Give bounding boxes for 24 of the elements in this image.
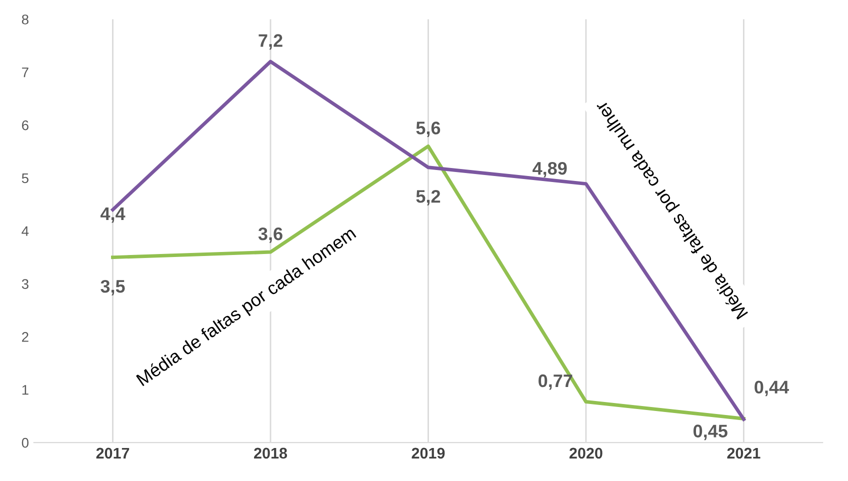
x-tick-label: 2017 <box>96 448 130 459</box>
data-label: 4,89 <box>532 162 567 178</box>
y-tick-label: 2 <box>22 332 28 342</box>
y-tick-label: 1 <box>22 385 28 395</box>
data-label: 0,45 <box>694 424 728 440</box>
data-label: 4,4 <box>100 208 126 223</box>
y-tick-label: 0 <box>22 438 29 448</box>
x-tick-label: 2020 <box>570 448 602 459</box>
data-label: 5,6 <box>416 122 440 138</box>
x-tick-label: 2021 <box>727 448 760 459</box>
data-label: 5,2 <box>416 190 440 206</box>
data-label: 7,2 <box>258 34 282 50</box>
y-tick-label: 6 <box>22 120 28 130</box>
y-tick-label: 5 <box>22 173 28 184</box>
data-label: 0,44 <box>754 380 789 396</box>
y-tick-label: 8 <box>22 14 28 24</box>
y-tick-label: 3 <box>22 279 28 289</box>
y-tick-label: 7 <box>22 68 28 78</box>
data-label: 0,77 <box>538 374 572 390</box>
data-label: 3,6 <box>258 227 282 243</box>
x-tick-label: 2019 <box>412 448 445 459</box>
y-tick-label: 4 <box>22 226 29 236</box>
x-tick-label: 2018 <box>254 448 288 459</box>
data-label: 3,5 <box>100 280 125 296</box>
